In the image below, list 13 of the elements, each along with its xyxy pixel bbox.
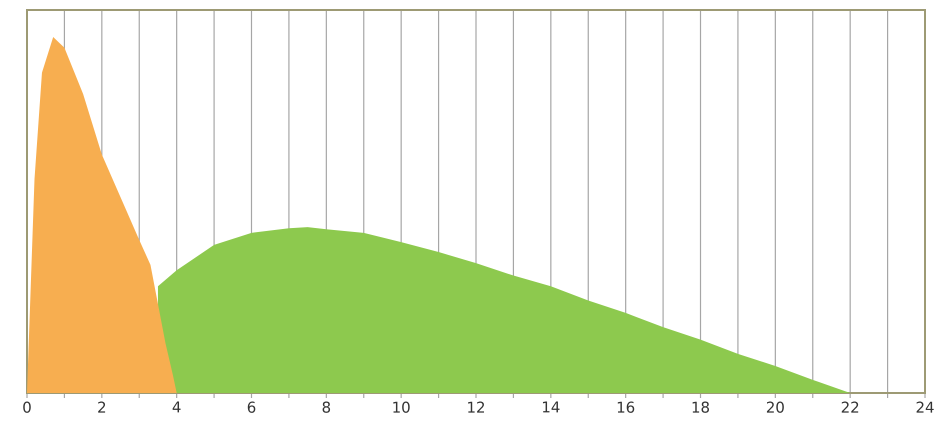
x-tick-label: 16 — [618, 402, 634, 413]
x-tick-label: 6 — [248, 402, 256, 413]
x-tick-label: 20 — [766, 402, 784, 413]
x-tick-label: 0 — [23, 402, 31, 413]
x-tick-label: 22 — [842, 402, 858, 413]
x-tick-label: 10 — [393, 402, 410, 413]
x-tick-label: 14 — [542, 402, 560, 412]
x-tick-label: 2 — [98, 402, 106, 413]
x-tick-label: 4 — [172, 402, 181, 412]
x-tick-label: 8 — [322, 402, 330, 413]
x-tick-label: 12 — [468, 402, 484, 413]
x-tick-label: 18 — [692, 402, 709, 413]
x-tick-label: 24 — [916, 402, 934, 413]
